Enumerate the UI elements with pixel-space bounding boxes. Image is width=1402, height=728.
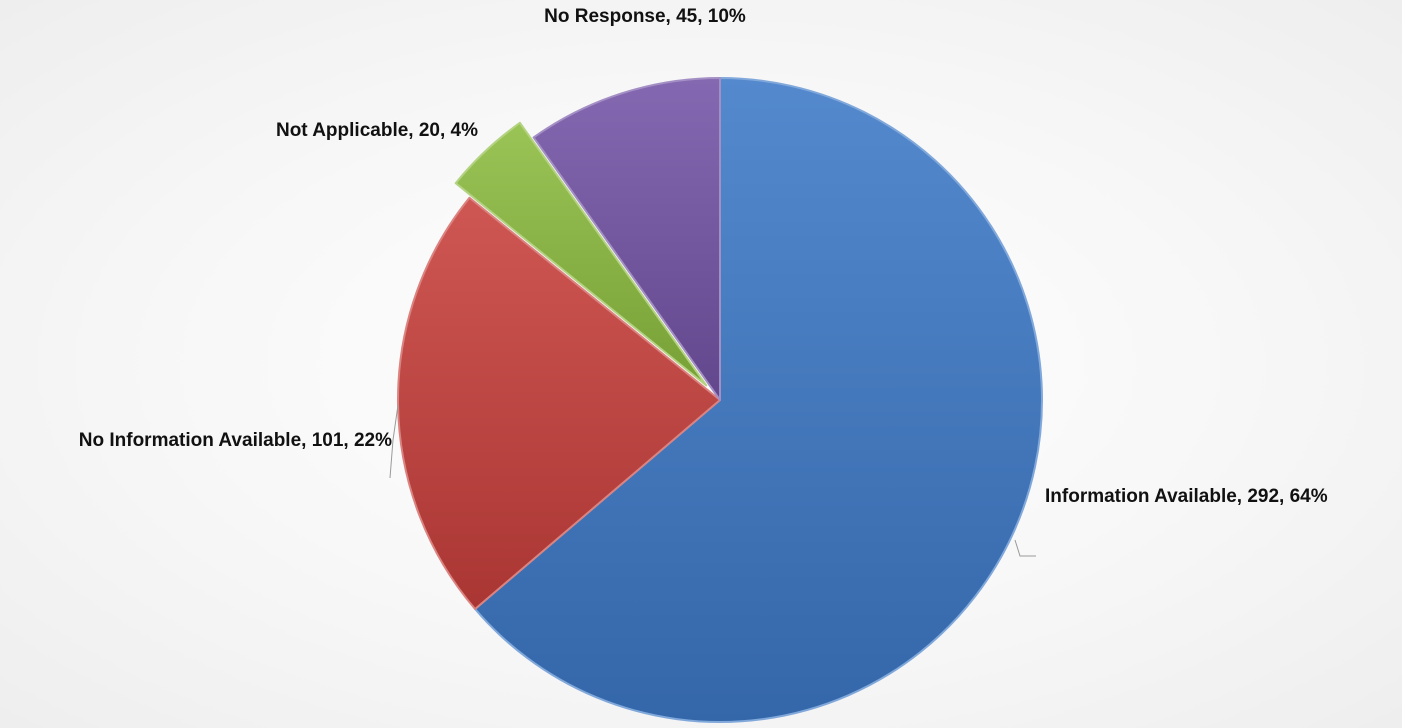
pie-slices bbox=[397, 77, 1043, 723]
data-label-information-available: Information Available, 292, 64% bbox=[1045, 486, 1328, 507]
leader-line-no-information-available bbox=[389, 404, 399, 479]
leader-lines bbox=[389, 404, 1036, 557]
pie-slice-no-response bbox=[532, 77, 721, 401]
pie-slice-information-available bbox=[474, 77, 1043, 723]
data-labels: Information Available, 292, 64% No Infor… bbox=[79, 6, 1328, 507]
data-label-no-information-available: No Information Available, 101, 22% bbox=[79, 430, 392, 451]
data-label-no-response: No Response, 45, 10% bbox=[544, 6, 746, 27]
pie-slice-no-information-available bbox=[397, 196, 721, 611]
data-label-not-applicable: Not Applicable, 20, 4% bbox=[276, 120, 478, 141]
pie-slice-not-applicable bbox=[454, 121, 708, 387]
leader-line-information-available bbox=[1014, 539, 1036, 557]
